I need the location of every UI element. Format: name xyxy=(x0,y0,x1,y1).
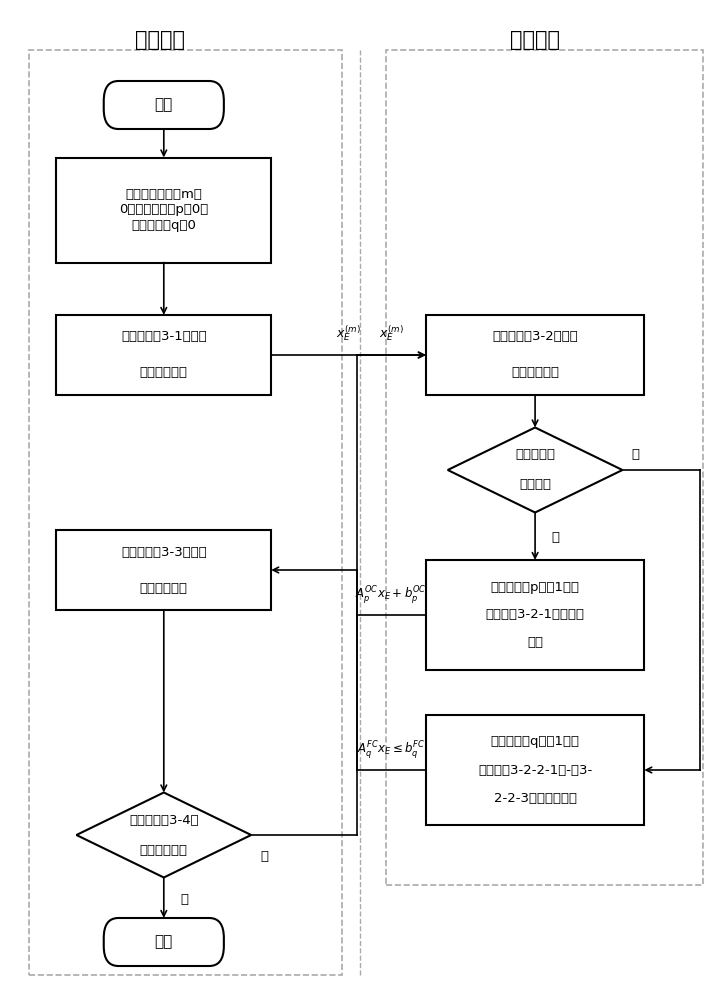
Text: 是: 是 xyxy=(552,531,559,544)
Bar xyxy=(426,560,644,670)
Bar xyxy=(57,315,272,395)
Text: $A_p^{OC}x_E+b_p^{OC}$: $A_p^{OC}x_E+b_p^{OC}$ xyxy=(355,584,427,606)
Text: 供热系统问: 供热系统问 xyxy=(515,448,555,462)
Bar xyxy=(426,315,644,395)
Bar xyxy=(29,50,342,975)
Text: 过步骤（3-2-2-1）-（3-: 过步骤（3-2-2-1）-（3- xyxy=(478,764,592,776)
Text: 是: 是 xyxy=(181,893,188,906)
Text: 否: 否 xyxy=(261,850,268,863)
Text: 求解步骤（3-3）中的: 求解步骤（3-3）中的 xyxy=(121,546,207,558)
Text: 电力系统问题: 电力系统问题 xyxy=(140,582,188,594)
Text: $A_q^{FC}x_E\leq b_q^{FC}$: $A_q^{FC}x_E\leq b_q^{FC}$ xyxy=(357,739,425,761)
Text: 供热系统问题: 供热系统问题 xyxy=(511,366,559,379)
Text: 求解步骤（3-1）中的: 求解步骤（3-1）中的 xyxy=(121,330,207,344)
Bar xyxy=(57,530,272,610)
Text: 判断是否收敛: 判断是否收敛 xyxy=(140,843,188,856)
Text: 过步骤（3-2-1）生成最: 过步骤（3-2-1）生成最 xyxy=(486,608,585,621)
Text: $x_E^{(m)}$: $x_E^{(m)}$ xyxy=(336,323,361,343)
Text: 开始: 开始 xyxy=(154,98,173,112)
Text: 电力系统: 电力系统 xyxy=(135,30,185,50)
Text: 供热系统: 供热系统 xyxy=(510,30,560,50)
FancyBboxPatch shape xyxy=(104,81,224,129)
Text: 电力系统问题: 电力系统问题 xyxy=(140,366,188,379)
Text: 否: 否 xyxy=(632,448,639,462)
Text: 最优割数目p增加1，通: 最优割数目p增加1，通 xyxy=(491,580,579,593)
Text: 优割: 优割 xyxy=(527,637,543,650)
Bar xyxy=(57,157,272,262)
Text: 可行割数目q增加1，通: 可行割数目q增加1，通 xyxy=(491,736,579,748)
Polygon shape xyxy=(76,792,251,878)
FancyBboxPatch shape xyxy=(104,918,224,966)
Text: $x_E^{(m)}$: $x_E^{(m)}$ xyxy=(379,323,404,343)
Text: 初始化迭代次数m为: 初始化迭代次数m为 xyxy=(125,188,202,202)
Text: 2-2-3）生成可行割: 2-2-3）生成可行割 xyxy=(494,792,577,804)
Text: 求解步骤（3-2）中的: 求解步骤（3-2）中的 xyxy=(492,330,578,344)
Bar xyxy=(386,50,703,885)
Text: 题可行？: 题可行？ xyxy=(519,479,551,491)
Bar xyxy=(426,715,644,825)
Text: 0，最优割数目p为0，: 0，最优割数目p为0， xyxy=(119,204,208,217)
Text: 结束: 结束 xyxy=(154,934,173,950)
Text: 根据步骤（3-4）: 根据步骤（3-4） xyxy=(129,814,199,826)
Polygon shape xyxy=(448,428,622,512)
Text: 可行割数目q为0: 可行割数目q为0 xyxy=(131,219,197,232)
